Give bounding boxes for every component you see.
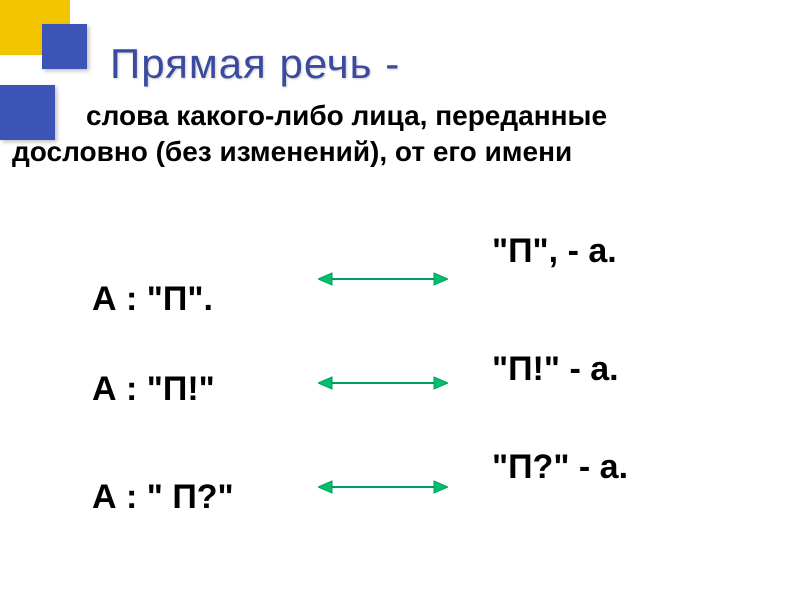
scheme-right-1: "П!" - а. (492, 350, 619, 389)
double-arrow-icon-2 (318, 478, 448, 496)
deco-white-stripe (0, 76, 120, 82)
subtitle-line-2: дословно (без изменений), от его имени (12, 136, 572, 168)
scheme-left-1: А : "П!" (92, 370, 215, 409)
scheme-right-0: "П", - а. (492, 232, 617, 271)
subtitle-line-1: слова какого-либо лица, переданные (86, 100, 607, 132)
double-arrow-icon-0 (318, 270, 448, 288)
scheme-right-2: "П?" - а. (492, 448, 628, 487)
double-arrow-icon-1 (318, 374, 448, 392)
scheme-left-0: А : "П". (92, 280, 213, 319)
deco-blue-square-bottom (0, 85, 55, 140)
page-title: Прямая речь - (110, 40, 400, 88)
deco-blue-square-top (42, 24, 87, 69)
corner-decoration (0, 0, 120, 100)
scheme-left-2: А : " П?" (92, 478, 234, 517)
